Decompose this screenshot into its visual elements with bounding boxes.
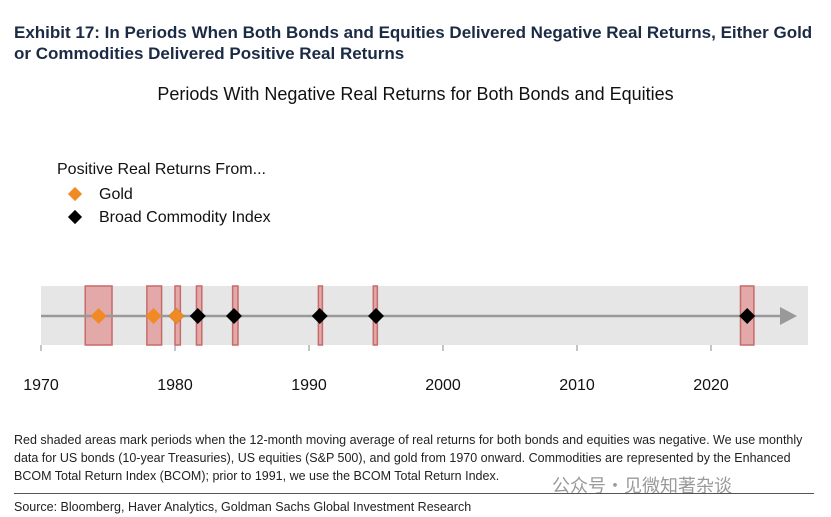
commodity-diamond-icon xyxy=(67,209,83,225)
x-tick-label: 1970 xyxy=(23,377,59,394)
legend-item-commodity: Broad Commodity Index xyxy=(57,206,271,229)
divider xyxy=(14,493,814,494)
legend: Positive Real Returns From... Gold Broad… xyxy=(57,161,271,229)
gold-diamond-icon xyxy=(67,186,83,202)
x-tick-label: 2020 xyxy=(693,377,729,394)
legend-label-gold: Gold xyxy=(99,186,133,203)
x-tick-label: 2000 xyxy=(425,377,461,394)
x-tick-label: 1990 xyxy=(291,377,327,394)
legend-heading: Positive Real Returns From... xyxy=(57,161,266,178)
commodity-point xyxy=(368,308,384,324)
gold-point xyxy=(145,308,162,324)
commodity-point xyxy=(311,308,328,324)
legend-item-gold: Gold xyxy=(57,183,271,206)
chart-title: Periods With Negative Real Returns for B… xyxy=(157,84,674,104)
commodity-point xyxy=(739,308,756,324)
x-tick-label: 1980 xyxy=(157,377,193,394)
commodity-point xyxy=(225,308,242,324)
commodity-point xyxy=(189,308,206,324)
gold-point xyxy=(90,308,107,324)
x-tick-label: 2010 xyxy=(559,377,595,394)
gold-point xyxy=(168,308,185,324)
timeline-arrow-icon xyxy=(780,307,797,325)
exhibit-title: Exhibit 17: In Periods When Both Bonds a… xyxy=(14,23,813,63)
footnote: Red shaded areas mark periods when the 1… xyxy=(14,433,803,483)
timeline-chart: 1970 1980 1990 2000 2010 2020 xyxy=(23,285,808,394)
source-note: Source: Bloomberg, Haver Analytics, Gold… xyxy=(14,500,472,514)
legend-label-commodity: Broad Commodity Index xyxy=(99,209,271,226)
watermark: 公众号・见微知著杂谈 xyxy=(552,476,732,496)
